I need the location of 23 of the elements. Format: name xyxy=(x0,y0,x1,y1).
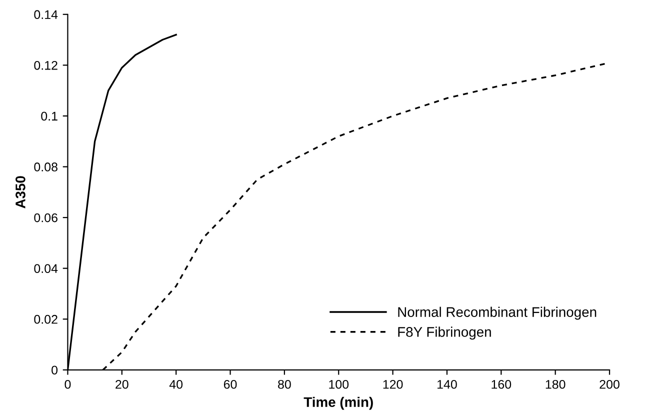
y-tick-label: 0.08 xyxy=(34,162,58,172)
x-tick-label: 140 xyxy=(438,380,457,389)
x-tick-label: 20 xyxy=(116,380,128,389)
y-tick-label: 0.12 xyxy=(34,60,58,70)
x-axis-title: Time (min) xyxy=(304,396,373,410)
legend-label: F8Y Fibrinogen xyxy=(398,326,491,340)
x-tick-label: 80 xyxy=(278,380,291,389)
y-tick-label: 0.04 xyxy=(34,264,58,273)
x-tick-label: 60 xyxy=(224,380,237,389)
x-tick-label: 180 xyxy=(546,380,566,389)
y-tick-label: 0.1 xyxy=(41,112,58,121)
x-tick-label: 100 xyxy=(329,380,349,389)
y-axis-title: A350 xyxy=(16,176,26,208)
x-tick-label: 120 xyxy=(383,380,403,389)
y-tick-label: 0.06 xyxy=(34,213,58,222)
legend-label: Normal Recombinant Fibrinogen xyxy=(398,306,596,320)
x-tick-label: 160 xyxy=(492,380,512,389)
x-tick-label: 0 xyxy=(64,380,71,389)
x-tick-label: 40 xyxy=(169,380,183,389)
y-tick-label: 0.02 xyxy=(34,314,58,324)
x-tick-label: 200 xyxy=(600,380,620,389)
y-tick-label: 0.14 xyxy=(34,10,58,20)
y-tick-label: 0 xyxy=(52,366,58,375)
